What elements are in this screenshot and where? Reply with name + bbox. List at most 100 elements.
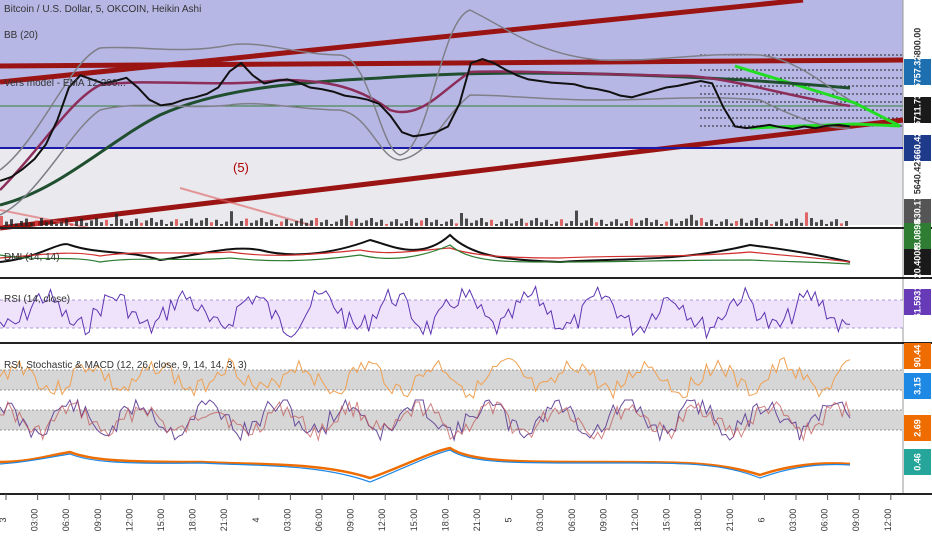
volume-bar: [170, 221, 173, 226]
volume-bar: [690, 214, 693, 226]
volume-bar: [65, 219, 68, 226]
price-tag-text: 5757.32: [913, 56, 923, 89]
trendline-lower: [0, 117, 904, 231]
volume-bar: [280, 221, 283, 226]
volume-bar: [120, 219, 123, 226]
volume-bar: [165, 224, 168, 226]
rsi-panel: RSI (14, close): [0, 285, 903, 340]
volume-bar: [275, 224, 278, 226]
volume-bar: [565, 223, 568, 226]
x-tick-label: 09:00: [851, 509, 861, 532]
chart-title: Bitcoin / U.S. Dollar, 5, OKCOIN, Heikin…: [4, 4, 201, 15]
volume-bar: [210, 222, 213, 226]
volume-bar: [155, 222, 158, 226]
volume-bar: [755, 218, 758, 226]
volume-bar: [465, 218, 468, 226]
volume-bar: [680, 221, 683, 226]
volume-bar: [715, 224, 718, 226]
volume-bar: [105, 219, 108, 226]
volume-bar: [135, 218, 138, 226]
volume-bar: [290, 223, 293, 226]
volume-bar: [480, 218, 483, 226]
volume-bar: [710, 219, 713, 226]
volume-bar: [180, 223, 183, 226]
price-tag-stoch-c: 2.69: [904, 415, 931, 441]
volume-bar: [470, 222, 473, 226]
volume-bar: [750, 220, 753, 226]
price-tag-text: 5630.17: [913, 196, 923, 229]
volume-bar: [640, 220, 643, 226]
volume-bar: [435, 219, 438, 226]
volume-bar: [345, 215, 348, 226]
marker-label: (5): [233, 160, 249, 175]
volume-bar: [15, 223, 18, 226]
volume-bar: [215, 219, 218, 226]
volume-bar: [35, 220, 38, 226]
x-tick-label: 09:00: [346, 509, 356, 532]
volume-bar: [725, 219, 728, 226]
volume-bar: [830, 221, 833, 226]
volume-bar: [185, 221, 188, 226]
volume-bar: [760, 222, 763, 226]
price-tag-dmi-b: 20.4008: [904, 246, 931, 278]
volume-bar: [550, 224, 553, 226]
volume-bars: [0, 210, 848, 226]
price-tag-price-5640: 5640.42: [904, 162, 931, 194]
volume-bar: [205, 218, 208, 226]
volume-bar: [265, 222, 268, 226]
volume-bar: [490, 219, 493, 226]
volume-bar: [30, 222, 33, 226]
volume-bar: [455, 223, 458, 226]
volume-bar: [660, 224, 663, 226]
price-tag-rsi-value: 61.5931: [904, 286, 931, 318]
volume-bar: [325, 219, 328, 226]
volume-bar: [0, 216, 3, 226]
volume-bar: [260, 218, 263, 226]
volume-bar: [720, 221, 723, 226]
volume-bar: [340, 219, 343, 226]
volume-bar: [395, 219, 398, 226]
volume-bar: [390, 221, 393, 226]
volume-bar: [765, 219, 768, 226]
volume-bar: [475, 220, 478, 226]
stoch-macd-panel: RSI, Stochastic & MACD (12, 26, close, 9…: [0, 357, 903, 483]
volume-bar: [645, 218, 648, 226]
x-tick-label: 06:00: [567, 509, 577, 532]
volume-bar: [115, 213, 118, 226]
volume-bar: [825, 224, 828, 226]
volume-bar: [320, 222, 323, 226]
volume-bar: [315, 218, 318, 226]
volume-bar: [25, 218, 28, 226]
price-tag-text: 5660.42: [913, 132, 923, 165]
volume-bar: [615, 219, 618, 226]
price-series: [0, 58, 851, 182]
price-tag-dmi-a: 28.0898: [904, 220, 931, 252]
volume-bar: [785, 223, 788, 226]
x-tick-label: 15:00: [662, 509, 672, 532]
volume-bar: [585, 220, 588, 226]
volume-bar: [200, 220, 203, 226]
volume-bar: [740, 218, 743, 226]
volume-bar: [375, 222, 378, 226]
volume-bar: [790, 221, 793, 226]
volume-bar: [745, 222, 748, 226]
volume-bar: [700, 218, 703, 226]
volume-bar: [250, 222, 253, 226]
volume-bar: [545, 219, 548, 226]
volume-bar: [365, 220, 368, 226]
x-tick-label: 03:00: [788, 509, 798, 532]
volume-bar: [45, 222, 48, 226]
volume-bar: [360, 222, 363, 226]
volume-bar: [685, 218, 688, 226]
volume-bar: [5, 221, 8, 226]
x-tick-label: 5: [504, 517, 514, 522]
volume-bar: [665, 221, 668, 226]
price-tag-text: 5800.00: [913, 28, 923, 61]
x-tick-label: 21:00: [725, 509, 735, 532]
x-tick-label: 09:00: [598, 509, 608, 532]
volume-bar: [500, 221, 503, 226]
volume-bar: [595, 222, 598, 226]
volume-bar: [305, 222, 308, 226]
volume-bar: [420, 220, 423, 226]
